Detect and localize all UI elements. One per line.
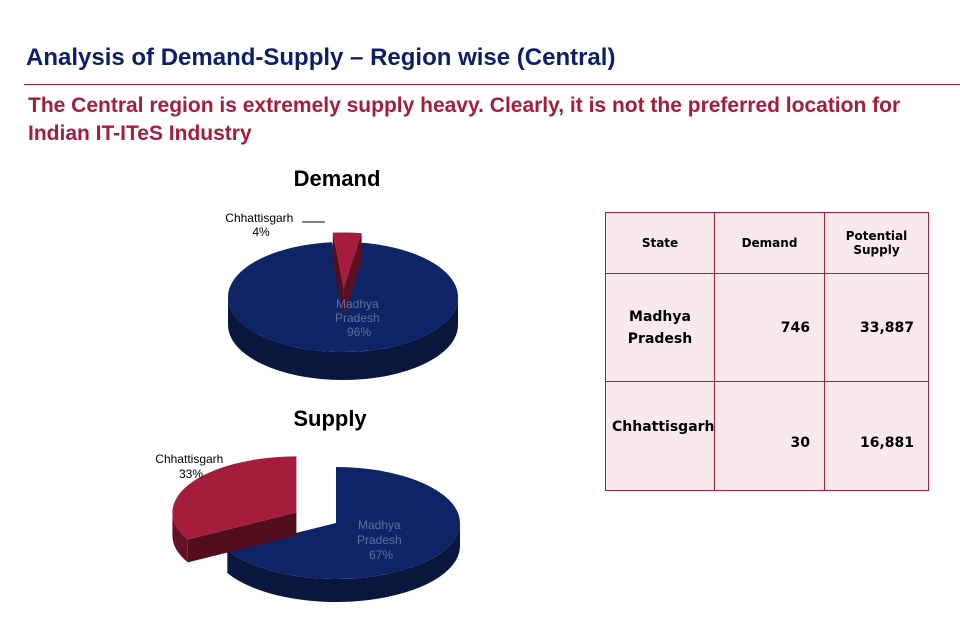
demand-chhattisgarh-cut [332,232,344,316]
demand-supply-table: State Demand Potential Supply Madhya Prade… [605,212,929,491]
supply-chhattisgarh-side [172,512,188,563]
supply-mp-line2: Pradesh [357,533,402,547]
state-cell: Madhya Pradesh [605,273,715,382]
supply-madhya-pradesh-slice [227,467,460,602]
header-demand: Demand [714,212,825,274]
supply-madhya-pradesh-label: Madhya Pradesh 67% [357,518,405,562]
title-divider [24,84,960,85]
demand-mp-line1: Madhya [336,297,379,311]
supply-cell: 16,881 [824,381,929,491]
demand-chhattisgarh-pct: 4% [252,225,270,239]
demand-chhattisgarh-name: Chhattisgarh [225,211,293,225]
header-potential-supply: Potential Supply [824,212,929,274]
supply-chhattisgarh-label: Chhattisgarh 33% [155,452,226,481]
supply-madhya-pradesh-top [227,467,460,579]
supply-chhattisgarh-name: Chhattisgarh [155,452,223,466]
supply-mp-pct: 67% [369,548,393,562]
supply-chhattisgarh-cut [187,512,297,563]
demand-chhattisgarh-label: Chhattisgarh 4% [225,211,296,239]
header-state: State [605,212,715,274]
demand-chhattisgarh-cut2 [343,233,362,316]
demand-pie-chart: Demand Chhattisgarh 4% Madhya Pradesh 96… [225,166,458,380]
demand-mp-line2: Pradesh [335,311,380,325]
slide-title: Analysis of Demand-Supply – Region wise … [26,44,616,71]
slide-subtitle: The Central region is extremely supply h… [28,94,901,145]
state-cell: Chhattisgarh [605,381,715,491]
demand-mp-pct: 96% [347,325,371,339]
table-row: Madhya Pradesh 746 33,887 [605,273,929,382]
supply-chart-title: Supply [293,406,367,431]
supply-pie-chart: Supply Chhattisgarh 33% Madhya Pradesh 6… [155,406,460,602]
demand-chart-title: Demand [294,166,381,191]
table-header-row: State Demand Potential Supply [605,212,929,274]
supply-cell: 33,887 [824,273,929,382]
demand-cell: 30 [714,381,825,491]
supply-chhattisgarh-top [172,456,297,540]
supply-madhya-pradesh-side [227,523,460,602]
supply-chhattisgarh-slice [172,456,297,563]
demand-chhattisgarh-top [332,232,362,288]
demand-madhya-pradesh-label: Madhya Pradesh 96% [335,297,383,339]
supply-mp-line1: Madhya [358,518,401,532]
table-row: Chhattisgarh 30 16,881 [605,381,929,491]
demand-madhya-pradesh-side [228,297,458,380]
supply-chhattisgarh-pct: 33% [179,467,203,481]
demand-chhattisgarh-slice [332,232,362,316]
demand-cell: 746 [714,273,825,382]
